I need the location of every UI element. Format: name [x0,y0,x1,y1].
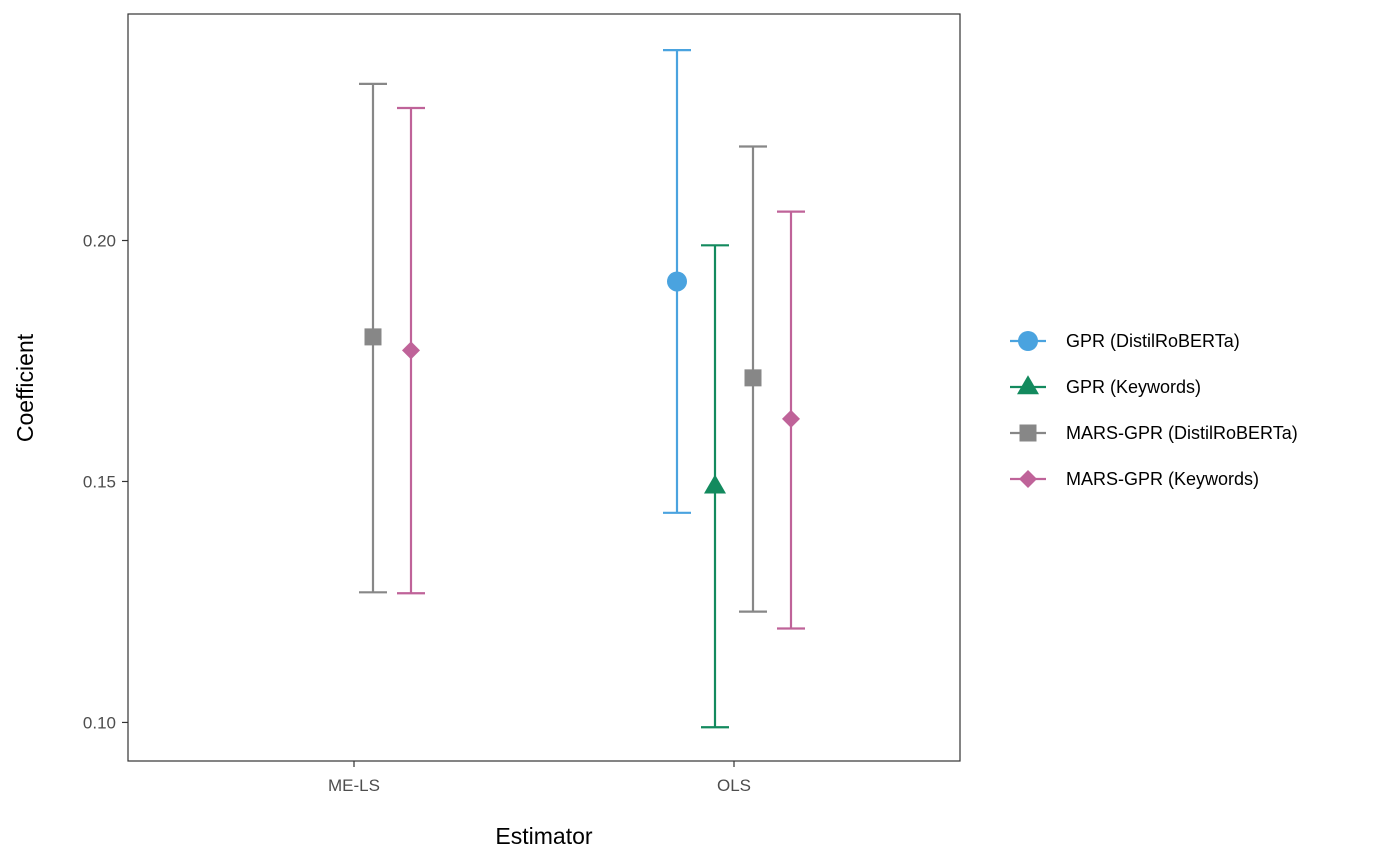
point-estimate-marker [667,271,687,292]
data-marks [359,49,805,729]
point-estimate-marker [704,474,726,494]
legend-item: MARS-GPR (Keywords) [1010,469,1259,489]
legend-key-marker [1018,331,1038,351]
legend-item: MARS-GPR (DistilRoBERTa) [1010,423,1298,443]
legend-label: MARS-GPR (DistilRoBERTa) [1066,423,1298,443]
x-axis: ME-LS OLS [328,761,751,795]
error-bar-group [777,210,805,630]
point-estimate-marker [782,409,800,428]
y-axis: 0.10 0.15 0.20 [83,232,128,732]
plot-panel [127,13,961,762]
legend-item: GPR (Keywords) [1010,375,1201,397]
point-estimate-marker [402,341,420,360]
y-tick-label: 0.10 [83,713,116,732]
point-estimate-marker [364,328,382,346]
error-bar-group [739,145,767,613]
legend-key-marker [1019,470,1037,488]
x-tick-label: ME-LS [328,776,380,795]
y-tick-label: 0.15 [83,472,116,491]
point-estimate-marker [744,369,762,387]
x-tick-label: OLS [717,776,751,795]
legend-key-marker [1017,375,1039,395]
y-tick-label: 0.20 [83,232,116,251]
x-axis-title: Estimator [495,823,592,849]
legend: GPR (DistilRoBERTa) GPR (Keywords) MARS-GP… [1010,331,1298,489]
legend-label: GPR (DistilRoBERTa) [1066,331,1240,351]
legend-key-marker [1019,424,1037,442]
legend-label: GPR (Keywords) [1066,377,1201,397]
legend-label: MARS-GPR (Keywords) [1066,469,1259,489]
error-bar-group [701,244,729,729]
y-axis-title: Coefficient [12,333,38,442]
legend-item: GPR (DistilRoBERTa) [1010,331,1240,351]
error-bar-group [359,82,387,594]
error-bar-group [663,49,691,514]
error-bar-group [397,106,425,595]
